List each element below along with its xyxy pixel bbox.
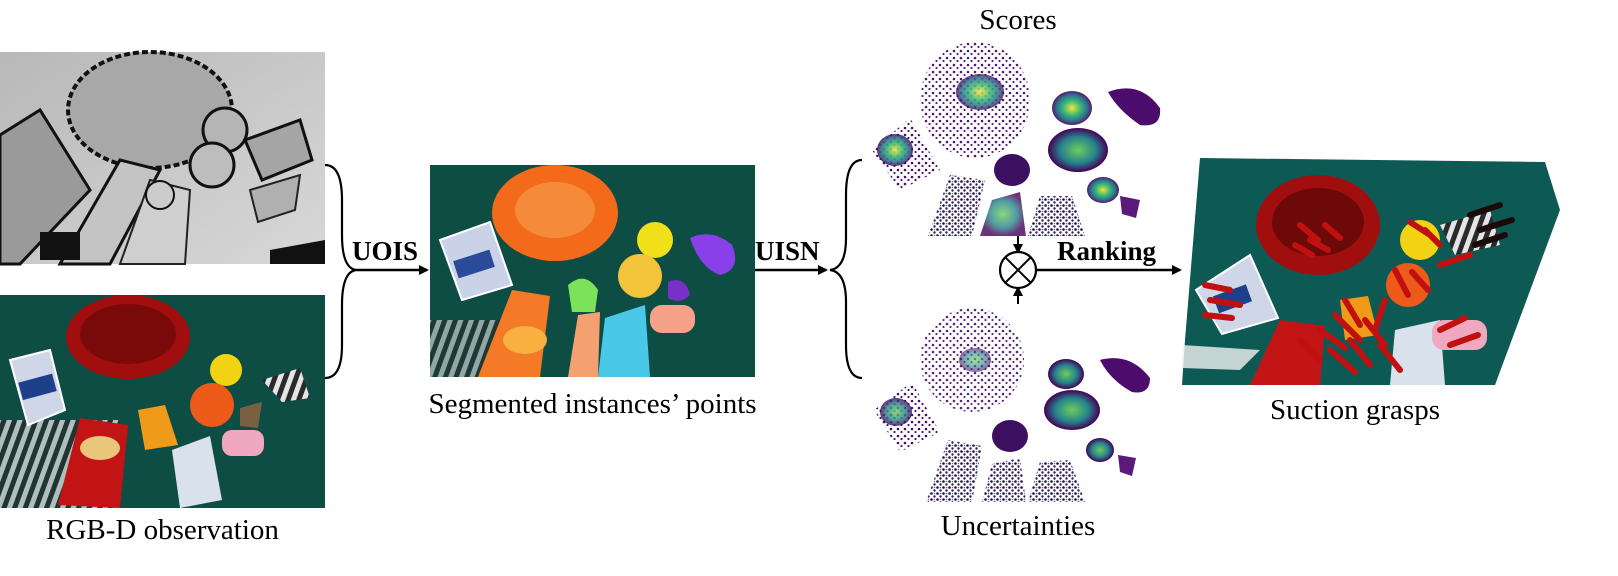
suction-grasp-marker bbox=[1307, 237, 1331, 253]
uncertainties-point-cloud bbox=[874, 308, 1150, 502]
suction-grasp-marker bbox=[1297, 337, 1323, 363]
suction-grasp-marker bbox=[1347, 337, 1373, 368]
uncertainties-caption: Uncertainties bbox=[940, 510, 1096, 542]
suction-grasp-marker bbox=[1437, 252, 1473, 268]
suction-grasp-marker bbox=[1317, 327, 1348, 351]
suction-grasp-marker bbox=[1207, 297, 1243, 308]
scores-point-cloud bbox=[872, 42, 1161, 236]
input-brace bbox=[324, 163, 357, 380]
suction-grasp-marker bbox=[1409, 269, 1431, 293]
suction-grasp-marker bbox=[1392, 267, 1411, 298]
suction-grasp-marker bbox=[1377, 342, 1403, 373]
suction-grasp-marker bbox=[1292, 242, 1315, 258]
scores-caption: Scores bbox=[979, 4, 1057, 36]
rgb-image bbox=[0, 295, 325, 508]
uisn-brace bbox=[829, 158, 863, 380]
suction-grasps-caption: Suction grasps bbox=[1270, 394, 1440, 426]
suction-grasps-image bbox=[1182, 158, 1560, 385]
rgbd-observation-caption: RGB-D observation bbox=[46, 514, 279, 546]
suction-grasp-marker bbox=[1372, 297, 1388, 333]
suction-grasp-marker bbox=[1297, 222, 1321, 243]
uois-label: UOIS bbox=[352, 236, 419, 266]
suction-grasp-marker bbox=[1342, 297, 1363, 328]
suction-grasp-marker bbox=[1202, 312, 1235, 321]
circle-times-icon bbox=[998, 250, 1038, 290]
suction-grasp-marker bbox=[1327, 347, 1358, 375]
suction-grasp-marker bbox=[1202, 282, 1233, 293]
suction-grasp-marker bbox=[1437, 315, 1468, 333]
suction-grasp-marker bbox=[1332, 312, 1363, 343]
suction-grasp-marker bbox=[1447, 332, 1481, 348]
ranking-label: Ranking bbox=[1057, 236, 1157, 266]
depth-image bbox=[0, 50, 325, 266]
suction-grasp-markers bbox=[1202, 202, 1515, 375]
uisn-label: UISN bbox=[755, 236, 820, 266]
suction-grasp-marker bbox=[1422, 227, 1443, 248]
segmented-instances-caption: Segmented instances’ points bbox=[428, 388, 757, 420]
segmented-instances-image bbox=[430, 165, 755, 377]
suction-grasp-marker bbox=[1467, 202, 1503, 218]
suction-grasp-marker bbox=[1472, 232, 1508, 248]
suction-grasp-marker bbox=[1477, 217, 1515, 233]
suction-grasp-marker bbox=[1322, 222, 1343, 241]
